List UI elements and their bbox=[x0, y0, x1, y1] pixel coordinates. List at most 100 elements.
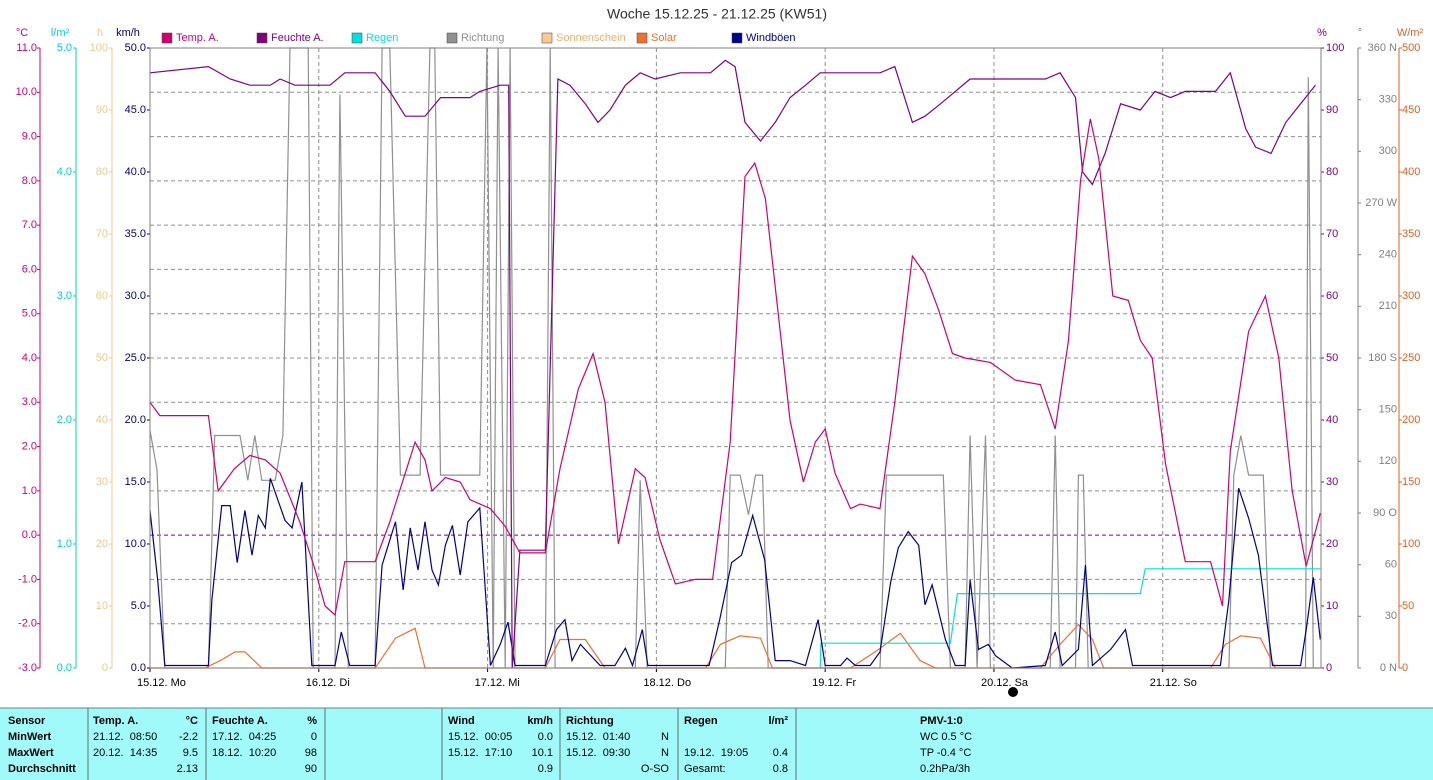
y-tick-label: 25.0 bbox=[125, 352, 146, 364]
y-tick-label: 300 bbox=[1402, 290, 1420, 302]
y-tick-label: 30 bbox=[1326, 476, 1338, 488]
table-cell: Sensor bbox=[8, 715, 46, 727]
y-tick-label: 10.0 bbox=[125, 538, 146, 550]
y-tick-label: 30.0 bbox=[125, 290, 146, 302]
table-cell: 0.4 bbox=[773, 747, 788, 759]
table-cell: 0.8 bbox=[773, 763, 788, 775]
y-tick-label: 250 bbox=[1402, 352, 1420, 364]
table-cell: Feuchte A. bbox=[212, 715, 268, 727]
table-cell: 98 bbox=[305, 747, 317, 759]
legend-label: Regen bbox=[366, 32, 398, 44]
table-cell: 9.5 bbox=[183, 747, 198, 759]
y-tick-label: 20 bbox=[96, 538, 108, 550]
table-cell: Richtung bbox=[566, 715, 614, 727]
legend-label: Windböen bbox=[746, 32, 796, 44]
y-tick-label: 70 bbox=[1326, 228, 1338, 240]
grid bbox=[150, 48, 1321, 668]
table-cell: 2.13 bbox=[177, 763, 198, 775]
table-cell: Temp. A. bbox=[93, 715, 138, 727]
axis-title: h bbox=[97, 27, 103, 39]
table-cell: 10.1 bbox=[532, 747, 553, 759]
axis-title: % bbox=[1317, 27, 1327, 39]
legend-swatch bbox=[731, 32, 743, 44]
axis-title: l/m² bbox=[51, 27, 70, 39]
legend: Temp. A. Feuchte A. Regen Richtung Sonnensch… bbox=[161, 32, 796, 44]
table-separators bbox=[87, 708, 797, 780]
y-tick-label: 90 O bbox=[1373, 507, 1397, 519]
y-tick-label: 5.0 bbox=[57, 42, 72, 54]
moon-icon bbox=[1008, 687, 1018, 697]
y-tick-label: 1.0 bbox=[57, 538, 72, 550]
table-cell: Wind bbox=[448, 715, 475, 727]
y-tick-label: 2.0 bbox=[22, 440, 37, 452]
series-line bbox=[149, 478, 1321, 669]
y-tick-label: 5.0 bbox=[131, 600, 146, 612]
legend-swatch bbox=[636, 32, 648, 44]
y-tick-label: 0.0 bbox=[131, 662, 146, 674]
x-tick-label: 15.12. Mo bbox=[137, 677, 186, 689]
y-tick-label: 360 N bbox=[1368, 42, 1397, 54]
series-line bbox=[819, 568, 1321, 669]
table-cell: MaxWert bbox=[8, 747, 54, 759]
table-cell: 15.12. 17:10 bbox=[448, 747, 512, 759]
table-cell: Regen bbox=[684, 715, 718, 727]
y-tick-label: 35.0 bbox=[125, 228, 146, 240]
table-cell: 15.12. 01:40 bbox=[566, 731, 630, 743]
legend-label: Sonnenschein bbox=[556, 32, 626, 44]
y-tick-label: 50.0 bbox=[125, 42, 146, 54]
y-tick-label: -3.0 bbox=[18, 662, 37, 674]
y-tick-label: 70 bbox=[96, 228, 108, 240]
axis-title: km/h bbox=[116, 27, 140, 39]
table-cell: WC 0.5 °C bbox=[920, 731, 972, 743]
table-cell: 0.0 bbox=[538, 731, 553, 743]
y-tick-label: 100 bbox=[1326, 42, 1344, 54]
table-cell: 15.12. 00:05 bbox=[448, 731, 512, 743]
y-tick-label: 150 bbox=[1379, 404, 1397, 416]
series-line bbox=[149, 118, 1321, 617]
y-tick-label: 0 N bbox=[1380, 662, 1397, 674]
legend-label: Feuchte A. bbox=[271, 32, 324, 44]
table-cell: l/m² bbox=[768, 715, 788, 727]
x-tick-label: 19.12. Fr bbox=[812, 677, 856, 689]
y-tick-label: 100 bbox=[1402, 538, 1420, 550]
y-tick-label: 1.0 bbox=[22, 485, 37, 497]
series-line bbox=[149, 59, 1316, 669]
chart-title: Woche 15.12.25 - 21.12.25 (KW51) bbox=[607, 6, 827, 22]
y-tick-label: 11.0 bbox=[16, 42, 37, 54]
y-tick-label: 40.0 bbox=[125, 166, 146, 178]
y-tick-label: 60 bbox=[1326, 290, 1338, 302]
y-tick-label: 270 W bbox=[1365, 197, 1397, 209]
y-tick-label: 50 bbox=[96, 352, 108, 364]
y-tick-label: 100 bbox=[90, 42, 108, 54]
y-tick-label: 2.0 bbox=[57, 414, 72, 426]
y-tick-label: 80 bbox=[1326, 166, 1338, 178]
plot-frame bbox=[149, 47, 1322, 669]
table-background bbox=[0, 708, 1433, 780]
y-tick-label: 80 bbox=[96, 166, 108, 178]
y-tick-label: 0 bbox=[1326, 662, 1332, 674]
table-cell: 19.12. 19:05 bbox=[684, 747, 748, 759]
y-tick-label: 90 bbox=[96, 104, 108, 116]
legend-label: Richtung bbox=[461, 32, 504, 44]
y-tick-label: 240 bbox=[1379, 249, 1397, 261]
legend-swatch bbox=[161, 32, 173, 44]
y-tick-label: 30 bbox=[96, 476, 108, 488]
y-tick-label: 9.0 bbox=[22, 130, 37, 142]
y-tick-label: 330 bbox=[1379, 94, 1397, 106]
y-tick-label: 400 bbox=[1402, 166, 1420, 178]
y-tick-label: 300 bbox=[1379, 145, 1397, 157]
y-tick-label: 15.0 bbox=[125, 476, 146, 488]
y-tick-label: 40 bbox=[1326, 414, 1338, 426]
table-cell: N bbox=[661, 747, 669, 759]
stats-table: Sensor Temp. A. °C Feuchte A.% Wind km/h Richt… bbox=[0, 707, 1433, 780]
table-cell: Gesamt: bbox=[684, 763, 726, 775]
legend-label: Temp. A. bbox=[176, 32, 219, 44]
y-tick-label: 20.0 bbox=[125, 414, 146, 426]
y-tick-label: 30 bbox=[1385, 610, 1397, 622]
table-cell: PMV-1:0 bbox=[920, 715, 963, 727]
y-tick-label: 90 bbox=[1326, 104, 1338, 116]
y-tick-label: 60 bbox=[96, 290, 108, 302]
table-cell: -2.2 bbox=[179, 731, 198, 743]
y-tick-label: 500 bbox=[1402, 42, 1420, 54]
